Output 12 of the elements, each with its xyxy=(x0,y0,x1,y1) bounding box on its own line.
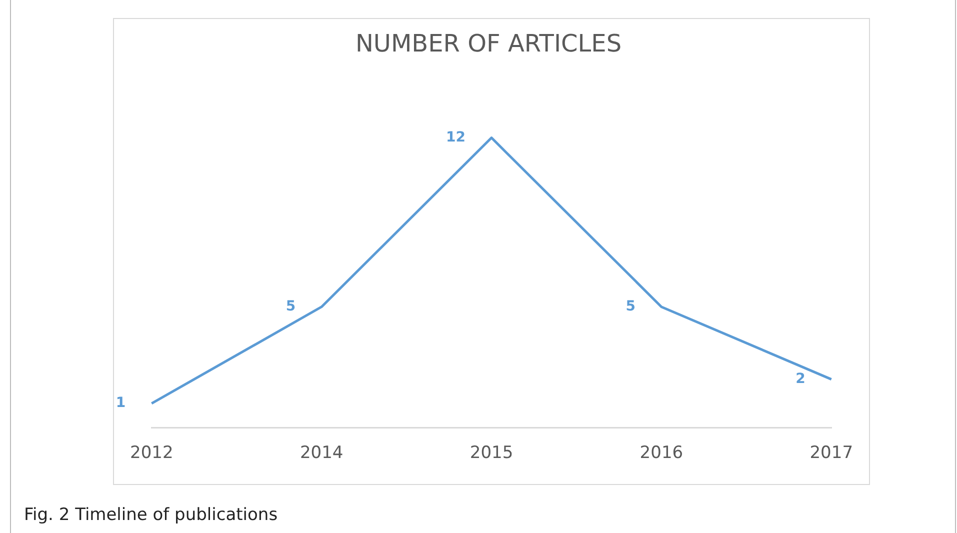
data-label: 1 xyxy=(116,395,126,412)
caption: Fig. 2 Timeline of publications xyxy=(24,505,278,525)
x-tick-label: 2012 xyxy=(130,443,174,464)
x-tick-label: 2015 xyxy=(470,443,514,464)
x-tick-label: 2017 xyxy=(810,443,853,464)
data-label: 2 xyxy=(796,370,806,387)
x-tick-label: 2014 xyxy=(300,443,344,464)
data-label: 12 xyxy=(446,129,466,146)
x-tick-label: 2016 xyxy=(640,443,684,464)
chart-title: NUMBER OF ARTICLES xyxy=(355,30,622,58)
data-label: 5 xyxy=(626,298,636,314)
data-label: 5 xyxy=(286,298,296,314)
